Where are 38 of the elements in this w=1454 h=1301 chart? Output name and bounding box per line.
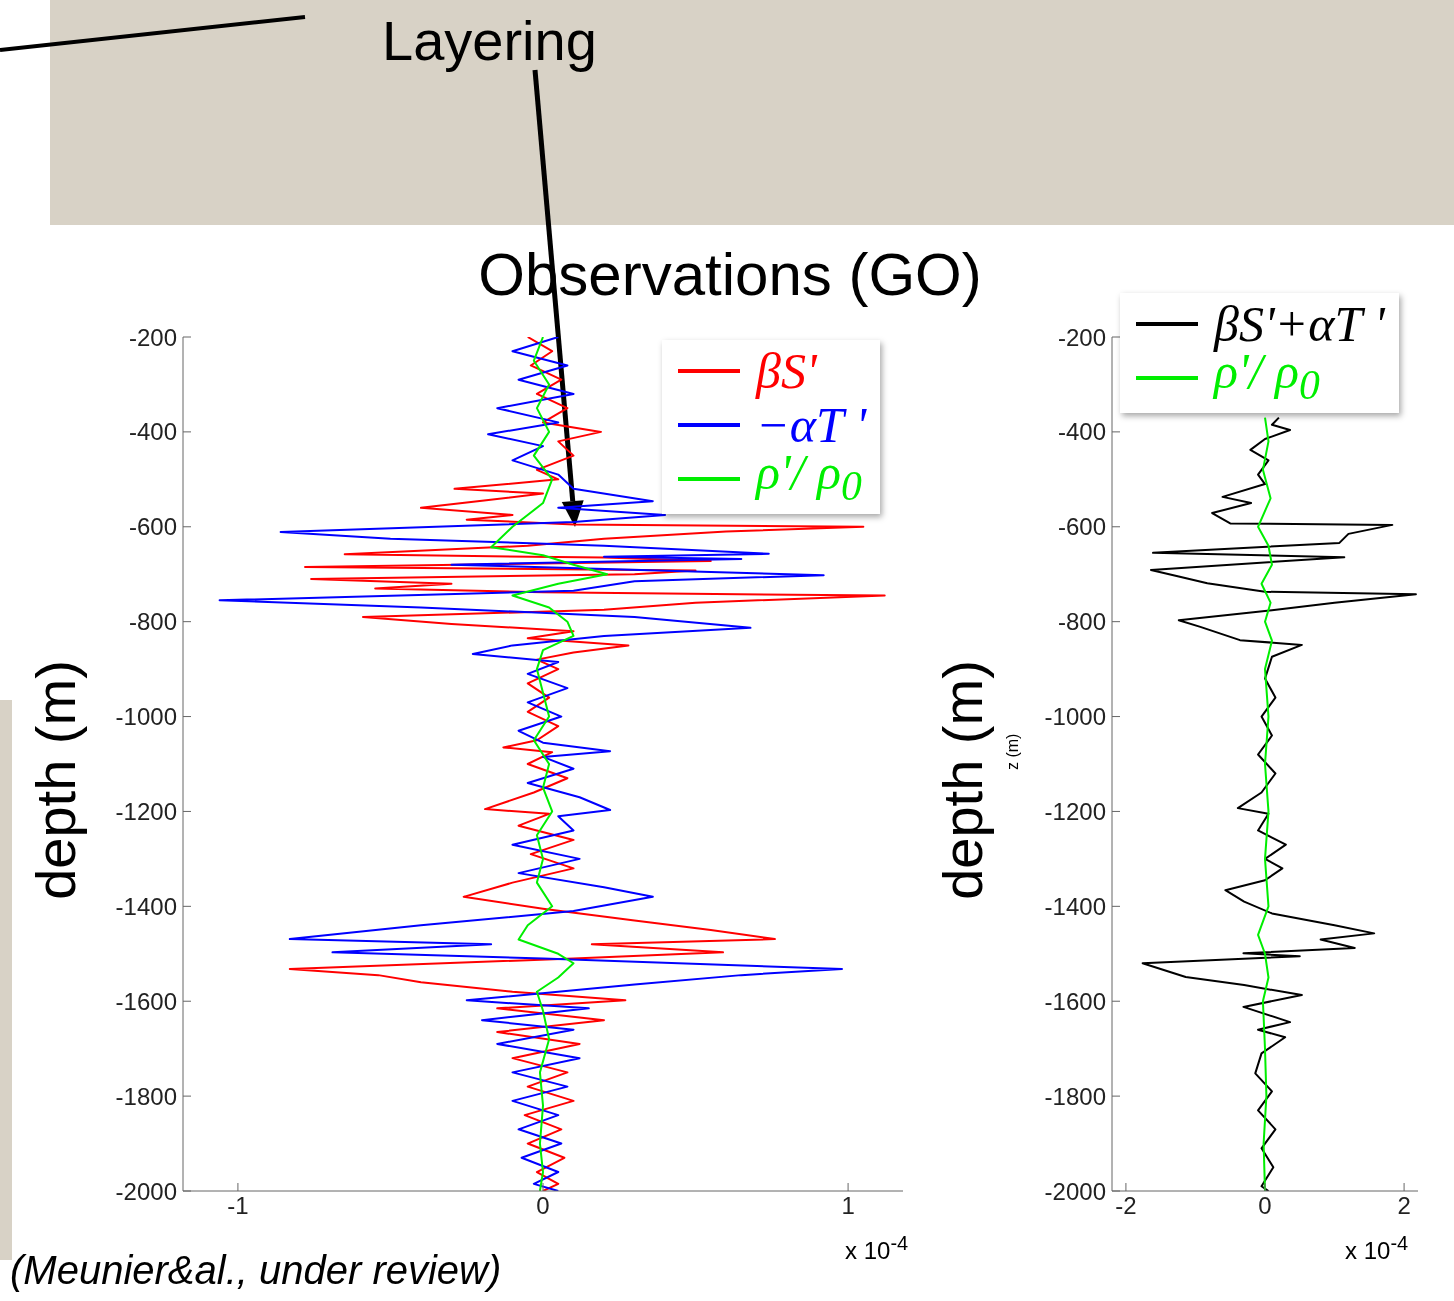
y-tick-label: -200 — [1057, 323, 1106, 351]
x-axis-title: x 10$^{-4}$ — [845, 1232, 909, 1264]
text: z (m) — [1004, 733, 1022, 770]
y-tick-label: -600 — [128, 513, 177, 541]
x-axis-title: x 10$^{-4}$ — [1345, 1232, 1409, 1264]
y-tick-label: -1000 — [115, 703, 177, 731]
x-tick-label: 2 — [1397, 1192, 1411, 1220]
y-axis-title: depth (m) — [22, 660, 88, 900]
y-tick-label: -1400 — [1044, 892, 1106, 920]
legend-label: βS' — [756, 343, 817, 399]
y-tick-label: -800 — [128, 608, 177, 636]
text: Layering — [382, 8, 597, 73]
legend-label: ρ'/ ρ$_{0}$ — [756, 444, 862, 511]
line-series — [1141, 416, 1417, 1191]
x-tick-label: 0 — [1258, 1192, 1272, 1220]
y-tick-label: -1400 — [115, 892, 177, 920]
y-tick-label: -2000 — [1044, 1177, 1106, 1205]
y-tick-label: -1200 — [1044, 797, 1106, 825]
y-tick-label: -800 — [1057, 608, 1106, 636]
x-tick-label: -1 — [227, 1192, 249, 1220]
y-tick-label: -600 — [1057, 513, 1106, 541]
x-tick-label: -2 — [1115, 1192, 1137, 1220]
y-tick-label: -200 — [128, 323, 177, 351]
line-series — [490, 337, 609, 1191]
y-tick-label: -2000 — [115, 1177, 177, 1205]
x-tick-label: 0 — [536, 1192, 550, 1220]
y-tick-label: -400 — [1057, 418, 1106, 446]
y-axis-title: depth (m) — [929, 660, 995, 900]
y-tick-label: -1600 — [115, 987, 177, 1015]
x-tick-label: 1 — [841, 1192, 855, 1220]
y-tick-label: -1200 — [115, 797, 177, 825]
y-tick-label: -400 — [128, 418, 177, 446]
text: (Meunier&al., under review) — [10, 1248, 502, 1293]
line-series — [288, 337, 886, 1191]
y-tick-label: -1800 — [115, 1082, 177, 1110]
y-tick-label: -1800 — [1044, 1082, 1106, 1110]
y-tick-label: -1000 — [1044, 703, 1106, 731]
y-tick-label: -1600 — [1044, 987, 1106, 1015]
